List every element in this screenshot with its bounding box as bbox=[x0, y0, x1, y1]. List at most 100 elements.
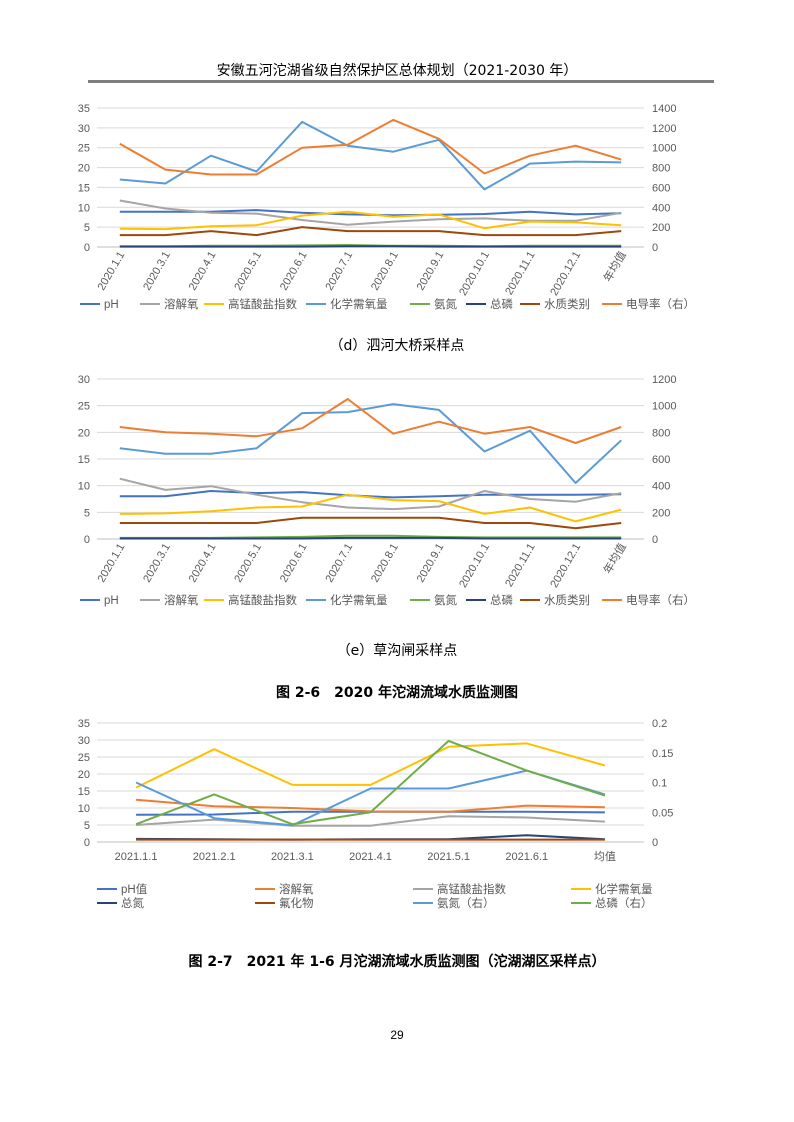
x-tick-label: 2020.11.1 bbox=[503, 542, 537, 590]
legend-label: 化学需氧量 bbox=[330, 297, 388, 311]
series-line-2 bbox=[119, 477, 622, 511]
series-line-6 bbox=[119, 536, 622, 540]
legend-label: 溶解氧 bbox=[164, 593, 199, 607]
y-tick-label: 20 bbox=[78, 769, 90, 781]
y-tick-label: 10 bbox=[78, 803, 90, 815]
y-tick-label: 5 bbox=[84, 507, 90, 519]
y-tick-label: 30 bbox=[78, 123, 90, 135]
x-tick-label: 2020.7.1 bbox=[324, 542, 356, 585]
chart-2021-tuohu-lake: 0 5 10 15 20 25 30 35 0 0.05 0.1 0.15 0.2 2021.1.1 202… bbox=[78, 718, 674, 910]
legend-label: 氟化物 bbox=[279, 896, 314, 910]
y2-tick-label: 0.05 bbox=[652, 807, 673, 819]
x-tick-label: 2021.4.1 bbox=[349, 851, 392, 863]
legend-label: 总氮 bbox=[121, 896, 144, 910]
x-tick-label: 2020.12.1 bbox=[548, 250, 583, 298]
y2-tick-label: 800 bbox=[652, 427, 670, 439]
legend-label: pH值 bbox=[121, 883, 148, 896]
x-tick-label: 年均值 bbox=[600, 249, 629, 285]
legend-label: 总磷 bbox=[490, 593, 513, 607]
y2-tick-label: 400 bbox=[652, 481, 670, 493]
y-tick-label: 15 bbox=[78, 454, 90, 466]
series-line-1 bbox=[119, 490, 622, 499]
x-tick-label: 2021.1.1 bbox=[115, 851, 158, 863]
figure-2-6-title: 图 2-6 2020 年沱湖流域水质监测图 bbox=[275, 685, 518, 701]
y-tick-label: 35 bbox=[78, 103, 90, 115]
x-tick-label: 2020.8.1 bbox=[369, 542, 401, 585]
x-tick-label: 2020.9.1 bbox=[415, 542, 447, 585]
y-tick-label: 0 bbox=[84, 534, 90, 546]
series-line-7 bbox=[119, 226, 622, 237]
legend-label: 氨氮 bbox=[434, 593, 457, 607]
x-tick-label: 2020.5.1 bbox=[232, 542, 264, 585]
y2-tick-label: 1200 bbox=[652, 374, 676, 386]
y-tick-label: 20 bbox=[78, 427, 90, 439]
legend-label: 化学需氧量 bbox=[595, 882, 653, 896]
y2-tick-label: 1000 bbox=[652, 143, 676, 155]
legend-label: 溶解氧 bbox=[164, 297, 199, 311]
x-tick-label: 2020.1.1 bbox=[96, 250, 128, 293]
series-line-4 bbox=[119, 120, 622, 191]
chart-e-caogou-sluice: 0 5 10 15 20 25 30 0 200 400 600 800 1000 1200 2020.1.… bbox=[78, 374, 695, 607]
legend-label: 高锰酸盐指数 bbox=[437, 882, 506, 896]
legend-label: 氨氮（右） bbox=[437, 896, 495, 910]
y2-tick-label: 200 bbox=[652, 507, 670, 519]
y-tick-label: 30 bbox=[78, 735, 90, 747]
series-line-3 bbox=[136, 815, 605, 827]
legend-label: 水质类别 bbox=[544, 297, 590, 311]
x-tick-label: 2020.10.1 bbox=[457, 542, 492, 590]
page-number: 29 bbox=[390, 1028, 404, 1042]
y-tick-label: 25 bbox=[78, 752, 90, 764]
y-tick-label: 15 bbox=[78, 182, 90, 194]
legend-label: 电导率（右） bbox=[626, 297, 695, 311]
y2-tick-label: 800 bbox=[652, 163, 670, 175]
series-line-8 bbox=[119, 118, 622, 176]
chart-d-sihe-bridge: 0 5 10 15 20 25 30 35 0 200 400 600 800 1000 1200 1400 2… bbox=[78, 103, 695, 311]
y2-tick-label: 0 bbox=[652, 242, 658, 254]
x-tick-label: 2021.3.1 bbox=[271, 851, 314, 863]
series-line-3 bbox=[119, 493, 622, 523]
y-tick-label: 35 bbox=[78, 718, 90, 730]
y-tick-label: 5 bbox=[84, 222, 90, 234]
x-tick-label: 年均值 bbox=[600, 541, 629, 577]
y2-tick-label: 1400 bbox=[652, 103, 676, 115]
x-tick-label: 2021.2.1 bbox=[193, 851, 236, 863]
x-tick-label: 2020.6.1 bbox=[278, 250, 310, 293]
caption-e: （e）草沟闸采样点 bbox=[336, 643, 458, 659]
x-tick-label: 2020.3.1 bbox=[141, 250, 173, 293]
y-tick-label: 10 bbox=[78, 481, 90, 493]
y-tick-label: 5 bbox=[84, 820, 90, 832]
x-tick-label: 2020.11.1 bbox=[503, 250, 537, 298]
legend-label: 电导率（右） bbox=[626, 593, 695, 607]
header-rule bbox=[88, 80, 714, 83]
y2-tick-label: 0.2 bbox=[652, 718, 667, 730]
legend-label: pH bbox=[104, 595, 119, 607]
series-line-4 bbox=[135, 742, 606, 789]
caption-d: （d）泗河大桥采样点 bbox=[329, 338, 465, 354]
x-tick-label: 2020.9.1 bbox=[415, 250, 447, 293]
y2-tick-label: 1000 bbox=[652, 401, 676, 413]
y2-tick-label: 200 bbox=[652, 222, 670, 234]
y-tick-label: 25 bbox=[78, 401, 90, 413]
legend-label: pH bbox=[104, 299, 119, 311]
y2-tick-label: 1200 bbox=[652, 123, 676, 135]
y2-tick-label: 0 bbox=[652, 837, 658, 849]
x-tick-label: 2020.7.1 bbox=[324, 250, 356, 293]
y-tick-label: 15 bbox=[78, 786, 90, 798]
y-tick-label: 20 bbox=[78, 163, 90, 175]
series-line-8 bbox=[119, 398, 622, 444]
legend-label: 总磷 bbox=[490, 297, 513, 311]
y-tick-label: 10 bbox=[78, 202, 90, 214]
x-tick-label: 2020.6.1 bbox=[278, 542, 310, 585]
legend-label: 水质类别 bbox=[544, 593, 590, 607]
page-header-title: 安徽五河沱湖省级自然保护区总体规划（2021-2030 年） bbox=[216, 63, 578, 79]
legend-label: 化学需氧量 bbox=[330, 593, 388, 607]
x-tick-label: 2020.3.1 bbox=[141, 542, 173, 585]
y-tick-label: 0 bbox=[84, 242, 90, 254]
y2-tick-label: 0.15 bbox=[652, 748, 673, 760]
x-tick-label: 2020.8.1 bbox=[369, 250, 401, 293]
series-line-4 bbox=[119, 403, 622, 484]
series-line-3 bbox=[119, 210, 622, 231]
y-tick-label: 30 bbox=[78, 374, 90, 386]
series-line-7 bbox=[119, 516, 622, 530]
x-tick-label: 2020.12.1 bbox=[548, 542, 583, 590]
